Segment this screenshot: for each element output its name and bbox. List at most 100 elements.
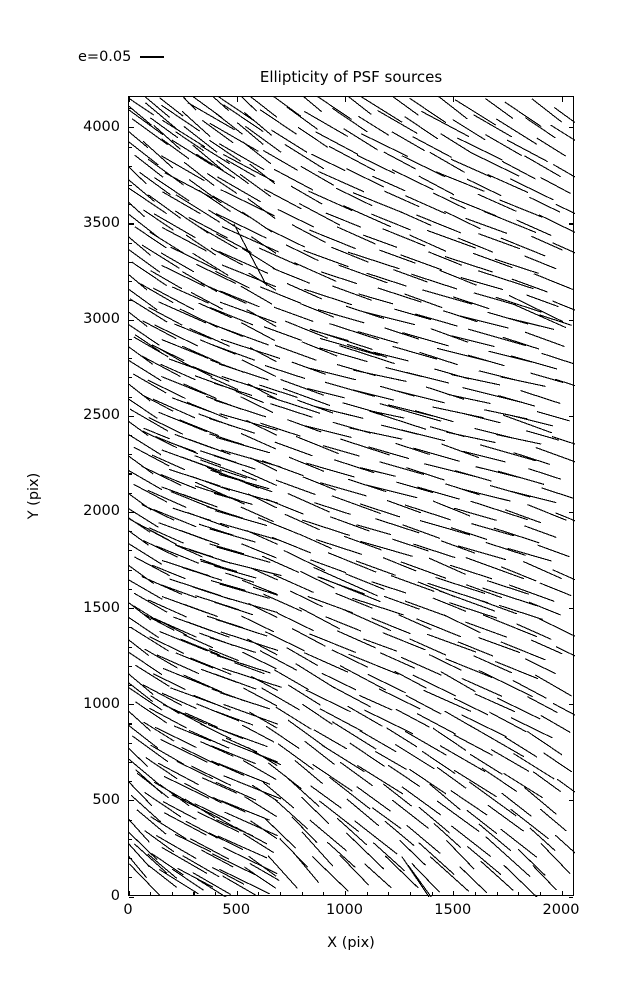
- y-axis-minor-tick: [129, 781, 132, 783]
- x-axis-tick: [236, 97, 238, 102]
- y-axis-tick-label: 3500: [83, 214, 120, 231]
- y-axis-tick: [129, 896, 134, 898]
- scale-legend: e=0.05: [78, 46, 165, 68]
- x-axis-label: X (pix): [327, 935, 375, 951]
- y-axis-tick: [568, 704, 573, 706]
- y-axis-tick: [129, 608, 134, 610]
- y-axis-tick-label: 2000: [83, 503, 120, 520]
- y-axis-minor-tick: [129, 492, 132, 494]
- y-axis-tick: [568, 415, 573, 417]
- y-axis-tick: [568, 223, 573, 225]
- y-axis-tick: [129, 127, 134, 129]
- y-axis-tick-label: 1000: [83, 695, 120, 712]
- y-axis-tick: [568, 896, 573, 898]
- y-axis-minor-tick: [129, 531, 132, 533]
- y-axis-minor-tick: [129, 550, 132, 552]
- y-axis-minor-tick: [129, 300, 132, 302]
- y-axis-tick-label: 0: [110, 888, 120, 904]
- x-axis-minor-tick: [409, 892, 412, 895]
- scale-legend-whisker-icon: [140, 56, 165, 58]
- x-axis-tick: [561, 97, 563, 102]
- x-axis-minor-tick: [539, 892, 541, 895]
- y-axis-minor-tick: [129, 434, 132, 437]
- x-axis-minor-tick: [366, 892, 368, 895]
- y-axis-tick: [568, 127, 573, 129]
- y-axis-minor-tick: [129, 761, 132, 763]
- y-axis-minor-tick: [129, 665, 132, 667]
- y-axis-tick: [568, 511, 573, 513]
- x-axis-minor-tick: [301, 892, 303, 895]
- x-axis-tick: [453, 890, 455, 895]
- y-axis-tick-label: 4000: [83, 118, 120, 135]
- x-axis-tick-label: 2000: [542, 902, 580, 918]
- x-axis-minor-tick: [518, 892, 520, 895]
- y-axis-tick: [129, 319, 134, 321]
- y-axis-minor-tick: [129, 396, 132, 398]
- y-axis-tick-label: 2500: [83, 407, 120, 424]
- y-axis-minor-tick: [129, 338, 132, 340]
- y-axis-minor-tick: [129, 184, 132, 187]
- y-axis-minor-tick: [129, 454, 132, 456]
- whisker-field: [129, 97, 575, 897]
- y-axis-minor-tick: [129, 261, 132, 263]
- x-axis-tick: [345, 890, 347, 895]
- x-axis-tick: [453, 97, 455, 102]
- y-axis-label: Y (pix): [26, 472, 42, 520]
- x-axis-tick: [128, 890, 130, 895]
- x-axis-minor-tick: [258, 892, 260, 895]
- y-axis-tick-label: 500: [92, 791, 120, 808]
- y-axis-minor-tick: [129, 204, 132, 206]
- x-axis-tick-label: 1000: [326, 902, 363, 918]
- y-axis-tick: [129, 704, 134, 706]
- y-axis-minor-tick: [129, 723, 132, 725]
- x-axis-minor-tick: [150, 892, 152, 895]
- y-axis-tick: [129, 511, 134, 513]
- x-axis-tick: [128, 97, 130, 102]
- plot-axes: [128, 96, 575, 898]
- y-axis-tick: [129, 415, 134, 417]
- x-axis-tick: [345, 97, 347, 102]
- y-axis-minor-tick: [129, 165, 132, 167]
- y-axis-minor-tick: [129, 588, 132, 590]
- y-axis-minor-tick: [129, 877, 132, 879]
- y-axis-tick: [129, 800, 134, 802]
- y-axis-minor-tick: [129, 377, 132, 379]
- x-axis-minor-tick: [323, 892, 325, 895]
- y-axis-tick: [568, 608, 573, 610]
- x-axis-tick: [561, 890, 563, 895]
- x-axis-tick-label: 500: [222, 902, 251, 918]
- x-axis-tick: [236, 890, 238, 895]
- x-axis-minor-tick: [431, 892, 433, 895]
- y-axis-minor-tick: [129, 627, 132, 629]
- y-axis-minor-tick: [129, 838, 132, 840]
- y-axis-tick-label: 3000: [83, 311, 120, 328]
- y-axis-minor-tick: [129, 358, 132, 360]
- y-axis-minor-tick: [129, 684, 132, 687]
- y-axis-tick-label: 1500: [83, 599, 120, 616]
- y-axis-minor-tick: [129, 146, 132, 148]
- x-axis-tick-label: 1500: [434, 902, 472, 918]
- y-axis-minor-tick: [129, 858, 132, 860]
- y-axis-minor-tick: [129, 646, 132, 648]
- y-axis-minor-tick: [129, 108, 132, 110]
- y-axis-minor-tick: [129, 569, 132, 571]
- x-axis-minor-tick: [193, 892, 195, 895]
- y-axis-tick: [129, 223, 134, 225]
- y-axis-minor-tick: [129, 473, 132, 475]
- y-axis-tick: [568, 319, 573, 321]
- x-axis-minor-tick: [496, 892, 498, 895]
- scale-legend-label: e=0.05: [78, 48, 132, 65]
- x-axis-minor-tick: [474, 892, 476, 895]
- y-axis-minor-tick: [129, 742, 132, 744]
- x-axis-minor-tick: [388, 892, 390, 895]
- y-axis-tick: [568, 800, 573, 802]
- y-axis-minor-tick: [129, 281, 132, 283]
- x-axis-minor-tick: [171, 892, 173, 895]
- y-axis-minor-tick: [129, 819, 132, 821]
- plot-title: Ellipticity of PSF sources: [259, 68, 443, 86]
- x-axis-minor-tick: [215, 892, 217, 895]
- x-axis-minor-tick: [280, 892, 282, 895]
- x-axis-tick-label: 0: [123, 902, 133, 918]
- y-axis-minor-tick: [129, 242, 132, 244]
